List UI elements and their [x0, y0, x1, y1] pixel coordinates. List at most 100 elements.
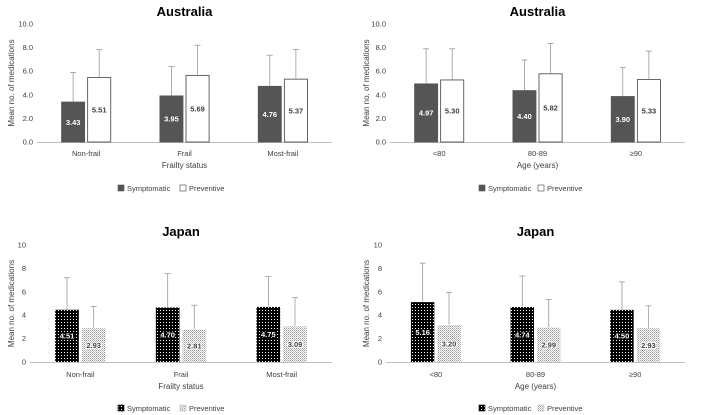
bar-preventive: [437, 325, 461, 362]
y-tick-label: 0: [378, 358, 382, 367]
chart-panel-0: Australia 0.0 2.0 4.0 6.0 8.0 10.0 Mean no. of …: [7, 4, 332, 193]
y-axis-label: Mean no. of medications: [362, 260, 371, 347]
data-label: 2.81: [187, 342, 202, 351]
y-axis-label: Mean no. of medications: [362, 39, 371, 126]
x-tick-label: Frail: [177, 149, 192, 158]
bar-preventive: [87, 77, 112, 143]
legend-label: Symptomatic: [127, 184, 171, 193]
y-tick-label: 2: [378, 334, 382, 343]
y-tick-label: 10.0: [18, 20, 33, 29]
y-tick-label: 4.0: [23, 90, 33, 99]
y-tick-label: 4.0: [376, 90, 386, 99]
bar-preventive: [537, 327, 561, 362]
legend-label: Preventive: [547, 184, 582, 193]
chart-title: Australia: [157, 4, 213, 19]
x-tick-label: Frail: [174, 370, 189, 379]
legend-swatch-preventive: [537, 404, 545, 412]
bar-symptomatic: [510, 307, 534, 362]
x-axis-label: Age (years): [517, 161, 559, 170]
legend-label: Preventive: [189, 184, 224, 193]
bar-preventive: [182, 329, 207, 362]
data-label: 5.33: [642, 107, 657, 116]
bar-preventive: [185, 74, 210, 143]
legend-label: Preventive: [547, 404, 582, 413]
data-label: 5.82: [543, 104, 558, 113]
bar-symptomatic: [410, 302, 435, 362]
chart-panel-3: Japan 0 2 4 6 8 10 Mean no. of medications 5.16 3…: [362, 224, 685, 413]
legend-swatch-preventive: [179, 184, 187, 192]
chart-title: Australia: [510, 4, 566, 19]
y-tick-label: 2.0: [23, 114, 33, 123]
data-label: 2.93: [641, 341, 656, 350]
data-label: 5.30: [445, 107, 460, 116]
bar-preventive: [636, 328, 661, 362]
x-tick-label: 80-89: [528, 149, 547, 158]
chart-title: Japan: [517, 224, 555, 239]
y-tick-label: 8: [378, 264, 382, 273]
y-tick-label: 8: [22, 264, 26, 273]
y-tick-label: 4: [22, 311, 26, 320]
bar-symptomatic: [55, 309, 79, 362]
y-tick-label: 0: [22, 358, 26, 367]
x-tick-label: <80: [433, 149, 446, 158]
y-axis-label: Mean no. of medications: [7, 39, 16, 126]
y-tick-label: 2: [22, 334, 26, 343]
legend-swatch-symptomatic: [478, 184, 486, 192]
legend-swatch-preventive: [537, 184, 545, 192]
x-axis-label: Frailty status: [158, 382, 203, 391]
data-label: 3.20: [442, 339, 457, 348]
bar-symptomatic: [61, 101, 86, 143]
y-axis-label: Mean no. of medications: [7, 260, 16, 347]
data-label: 4.40: [517, 112, 532, 121]
y-tick-label: 6: [22, 287, 26, 296]
data-label: 5.37: [289, 106, 304, 115]
y-tick-label: 8.0: [376, 43, 386, 52]
y-tick-label: 0.0: [376, 138, 386, 147]
data-label: 4.51: [60, 332, 75, 341]
bar-symptomatic: [512, 90, 537, 143]
bar-symptomatic: [155, 307, 180, 362]
y-tick-label: 6.0: [376, 67, 386, 76]
y-tick-label: 8.0: [23, 43, 33, 52]
data-label: 3.95: [164, 115, 179, 124]
legend-swatch-symptomatic: [117, 184, 125, 192]
data-label: 4.74: [515, 330, 530, 339]
bar-symptomatic: [610, 96, 635, 143]
x-tick-label: <80: [429, 370, 442, 379]
data-label: 4.97: [419, 109, 434, 118]
y-tick-label: 4: [378, 311, 382, 320]
bar-symptomatic: [257, 85, 282, 143]
legend-swatch-symptomatic: [478, 404, 486, 412]
legend-label: Symptomatic: [488, 404, 532, 413]
legend-swatch-preventive: [179, 404, 187, 412]
chart-panel-2: Japan 0 2 4 6 8 10 Mean no. of medications 4.51 2…: [7, 224, 332, 413]
data-label: 4.70: [160, 331, 175, 340]
bar-preventive: [440, 79, 465, 143]
data-label: 2.99: [541, 341, 556, 350]
bar-preventive: [636, 79, 661, 143]
legend-swatch-symptomatic: [117, 404, 125, 412]
y-tick-label: 0.0: [23, 138, 33, 147]
x-tick-label: Most-frail: [266, 370, 297, 379]
y-tick-label: 6.0: [23, 67, 33, 76]
bar-preventive: [283, 326, 307, 362]
data-label: 4.75: [261, 330, 276, 339]
x-tick-label: 80-89: [526, 370, 545, 379]
data-label: 4.76: [262, 110, 277, 119]
data-label: 3.43: [66, 118, 81, 127]
data-label: 3.09: [288, 340, 303, 349]
bar-symptomatic: [414, 83, 439, 143]
bar-preventive: [283, 78, 308, 143]
x-tick-label: Non-frail: [72, 149, 101, 158]
x-tick-label: ≥90: [630, 149, 642, 158]
y-tick-label: 6: [378, 287, 382, 296]
bar-symptomatic: [159, 95, 184, 143]
data-label: 3.90: [615, 115, 630, 124]
data-label: 5.16: [415, 328, 430, 337]
data-label: 5.69: [190, 104, 205, 113]
y-tick-label: 10.0: [371, 20, 386, 29]
bar-preventive: [538, 73, 563, 143]
charts-root: Australia 0.0 2.0 4.0 6.0 8.0 10.0 Mean no. of …: [7, 4, 685, 413]
x-axis-label: Age (years): [515, 382, 557, 391]
bar-symptomatic: [256, 306, 281, 362]
